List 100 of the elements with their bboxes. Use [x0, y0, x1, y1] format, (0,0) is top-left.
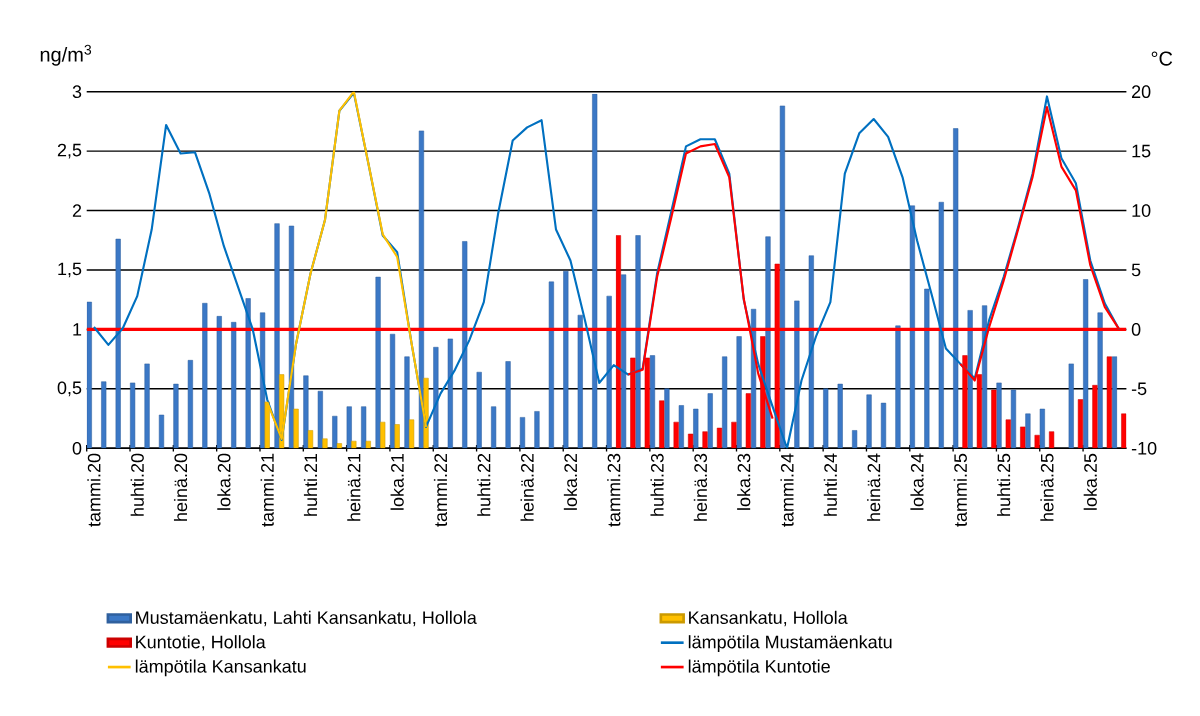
- y2-tick-label: 15: [1132, 144, 1151, 158]
- y-tick-label: 2: [72, 204, 82, 217]
- x-tick-label: tammi.22: [433, 453, 448, 527]
- bar: [130, 382, 136, 449]
- bar: [303, 375, 309, 449]
- x-tick-label: loka.25: [1083, 453, 1097, 510]
- bar: [1077, 399, 1084, 449]
- bar: [158, 414, 165, 449]
- bar: [808, 255, 814, 449]
- y-tick-label: 1: [73, 323, 82, 336]
- bar: [1111, 356, 1118, 449]
- bar: [548, 281, 554, 449]
- bar: [1005, 419, 1011, 449]
- bar: [673, 421, 679, 449]
- bar: [1092, 385, 1098, 449]
- y-tick-label: 3: [72, 85, 82, 99]
- bar: [563, 270, 569, 449]
- x-tick-label: heinä.23: [693, 453, 708, 521]
- bar: [365, 440, 371, 449]
- bar: [389, 333, 396, 449]
- legend-label: Kuntotie, Hollola: [136, 635, 266, 651]
- bar: [659, 400, 665, 449]
- bar: [1097, 312, 1103, 449]
- x-tick-label: heinä.20: [173, 453, 188, 521]
- y2-tick-label: -10: [1131, 441, 1157, 455]
- bar: [1010, 389, 1017, 449]
- y2-tick-label: 20: [1132, 85, 1151, 99]
- bar: [621, 274, 627, 449]
- bar: [307, 430, 314, 449]
- x-tick-label: loka.21: [390, 453, 404, 510]
- x-tick-label: tammi.25: [953, 453, 967, 527]
- y-axis-title: ng/m$^{3}$: [40, 44, 92, 66]
- legend-label: lämpötila Mustamäenkatu: [688, 635, 892, 652]
- bar: [101, 381, 107, 449]
- bar: [823, 388, 829, 449]
- bar: [462, 241, 468, 449]
- x-tick-label: heinä.24: [867, 453, 881, 521]
- x-tick-label: heinä.25: [1040, 453, 1054, 521]
- bar: [394, 424, 400, 449]
- bar: [115, 238, 121, 449]
- bar: [409, 419, 415, 449]
- legend-label: lämpötila Kuntotie: [688, 659, 830, 677]
- x-tick-label: huhti.22: [477, 453, 491, 516]
- x-tick-label: huhti.25: [997, 453, 1011, 516]
- x-tick-label: huhti.21: [303, 453, 318, 516]
- legend-label: Mustamäenkatu, Lahti Kansankatu, Hollola: [136, 610, 477, 627]
- bar: [731, 421, 737, 449]
- y-tick-label: 1,5: [58, 262, 82, 278]
- bar: [336, 443, 342, 449]
- bar: [1068, 363, 1074, 449]
- bar: [173, 383, 179, 449]
- x-tick-label: tammi.24: [780, 453, 794, 527]
- bar: [202, 303, 208, 449]
- bar: [1083, 279, 1089, 449]
- bar: [794, 300, 800, 449]
- bar: [649, 355, 656, 449]
- bar: [577, 314, 583, 449]
- x-tick-label: loka.22: [563, 453, 578, 510]
- x-tick-label: loka.23: [737, 453, 751, 510]
- bar: [837, 383, 843, 449]
- bar: [534, 411, 540, 449]
- bar: [765, 236, 771, 449]
- x-tick-label: tammi.21: [260, 453, 274, 527]
- bar: [418, 130, 425, 449]
- bar: [991, 389, 997, 449]
- bar: [380, 421, 386, 449]
- bar: [716, 427, 723, 449]
- bar: [317, 390, 323, 449]
- bar: [1034, 434, 1040, 449]
- bar: [86, 301, 92, 449]
- legend-label: lämpötila Kansankatu: [135, 659, 306, 677]
- x-tick-label: huhti.24: [823, 453, 837, 516]
- bar: [866, 394, 872, 449]
- x-tick-label: heinä.21: [347, 453, 361, 521]
- bar: [707, 393, 713, 449]
- bar: [322, 438, 328, 449]
- bar: [953, 128, 959, 449]
- bar: [231, 322, 237, 449]
- y-tick-label: 0: [72, 441, 82, 455]
- bar: [1106, 356, 1112, 449]
- bar: [880, 402, 887, 449]
- bar: [606, 295, 612, 449]
- x-tick-label: loka.24: [910, 453, 924, 510]
- bar: [693, 408, 699, 449]
- bar: [260, 312, 266, 449]
- bar: [216, 316, 222, 449]
- bar: [996, 382, 1002, 449]
- y2-tick-label: 5: [1131, 263, 1141, 277]
- bar: [736, 336, 742, 449]
- bar: [361, 406, 367, 449]
- x-tick-label: heinä.22: [520, 453, 534, 521]
- bar: [346, 406, 352, 449]
- bar: [476, 371, 482, 449]
- bar: [144, 363, 150, 449]
- bar: [924, 288, 930, 449]
- bar: [274, 223, 280, 449]
- bar: [745, 393, 751, 449]
- legend-label: Kansankatu, Hollola: [689, 610, 848, 627]
- bar: [187, 360, 193, 449]
- y2-tick-label: -5: [1131, 382, 1147, 396]
